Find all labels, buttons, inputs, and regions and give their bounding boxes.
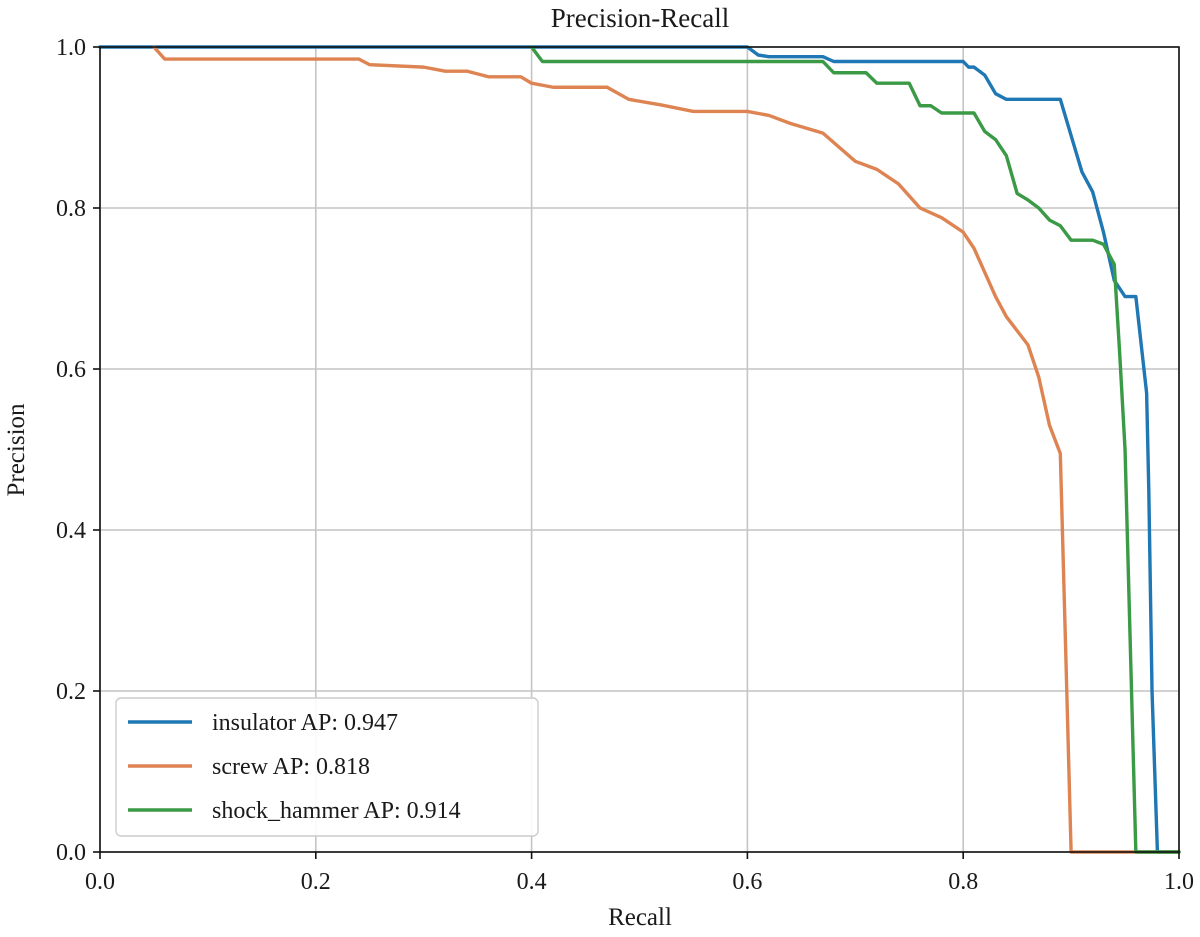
x-tick-label: 1.0 [1164,869,1194,895]
x-tick-label: 0.4 [517,869,547,895]
x-tick-label: 0.8 [948,869,978,895]
plot-frame [99,46,1180,853]
chart-title: Precision-Recall [551,3,729,33]
x-tick-label: 0.2 [301,869,331,895]
x-tick-label: 0.0 [85,869,115,895]
y-axis-label: Precision [3,403,30,497]
y-tick-label: 0.0 [56,840,86,866]
y-tick-label: 1.0 [56,35,86,61]
legend: insulator AP: 0.947 screw AP: 0.818 shock_… [115,697,539,837]
legend-box [115,697,539,837]
series-line-screw [152,45,1181,854]
legend-label-insulator: insulator AP: 0.947 [212,710,398,736]
legend-label-screw: screw AP: 0.818 [212,754,370,780]
grid-lines [99,46,1180,853]
y-tick-label: 0.6 [56,357,86,383]
x-axis-label: Recall [608,904,672,931]
y-tick-label: 0.4 [56,518,86,544]
series-line-insulator [98,45,1181,854]
legend-label-shock-hammer: shock_hammer AP: 0.914 [212,798,461,824]
x-axis-ticks: 0.0 0.2 0.4 0.6 0.8 1.0 [85,852,1194,895]
y-tick-label: 0.2 [56,679,86,705]
series-line-shock-hammer [529,45,1181,854]
series-group [98,45,1181,854]
y-axis-ticks: 0.0 0.2 0.4 0.6 0.8 1.0 [56,35,100,866]
y-tick-label: 0.8 [56,196,86,222]
x-tick-label: 0.6 [732,869,762,895]
